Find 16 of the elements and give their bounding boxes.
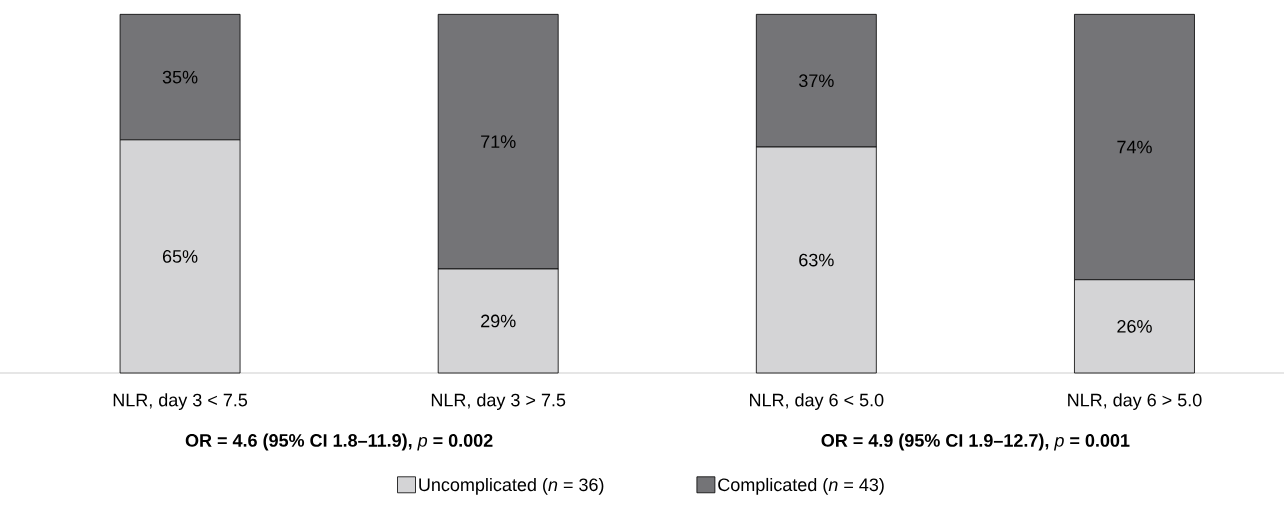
x-tick-label: NLR, day 3 > 7.5 — [431, 393, 566, 410]
text: OR = 4.9 (95% CI 1.9–12.7), p = 0.001 — [821, 433, 1130, 451]
x-tick-label: NLR, day 6 < 5.0 — [750, 393, 884, 410]
data-label: 26% — [1117, 319, 1152, 333]
data-label: 35% — [162, 70, 198, 84]
legend-label: Complicated (n = 43) — [718, 477, 884, 495]
text: OR = 4.6 (95% CI 1.8–11.9), p = 0.002 — [185, 433, 493, 451]
data-label: 71% — [481, 135, 516, 148]
x-tick-label: NLR, day 3 < 7.5 — [113, 393, 248, 410]
data-label: 37% — [799, 74, 834, 88]
data-label: 74% — [1117, 140, 1152, 154]
data-label: 65% — [162, 250, 198, 263]
x-tick-label: NLR, day 6 > 5.0 — [1068, 393, 1202, 410]
data-label: 63% — [799, 253, 834, 267]
legend-label: Uncomplicated (n = 36) — [419, 477, 604, 495]
data-label: 29% — [481, 314, 516, 328]
